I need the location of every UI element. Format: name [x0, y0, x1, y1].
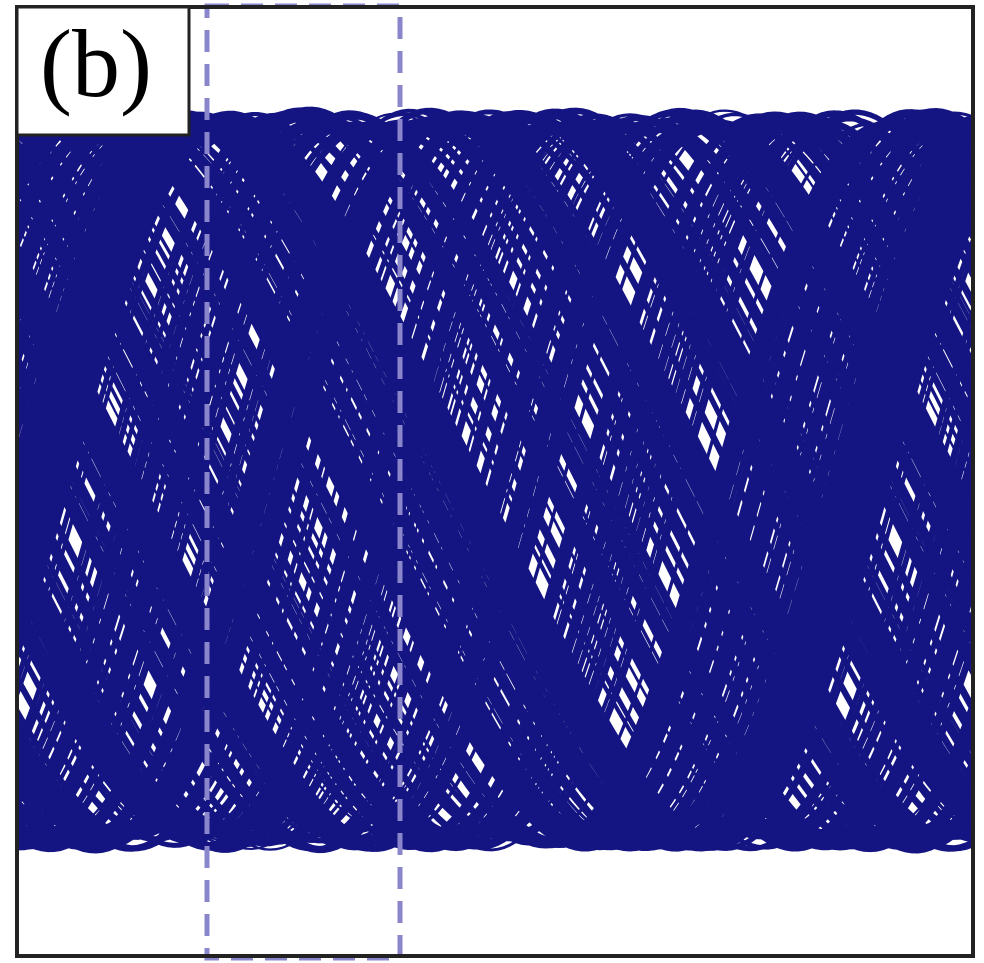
stripe-pattern — [0, 110, 984, 850]
figure-panel: (b) — [0, 0, 984, 963]
panel-label: (b) — [40, 10, 152, 117]
